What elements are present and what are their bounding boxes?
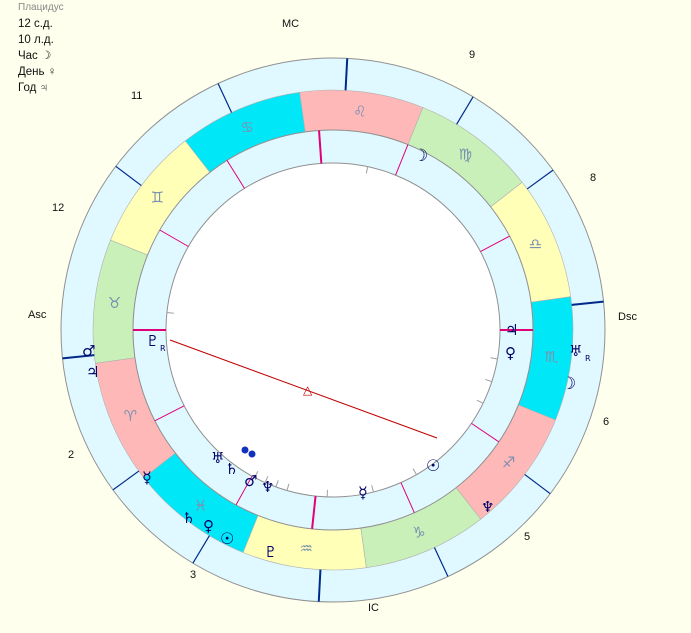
taurus-icon: ♉ — [108, 294, 121, 312]
info-line-2: 10 л.д. — [18, 34, 54, 46]
house-12-label: 12 — [52, 202, 64, 214]
planet-tick — [476, 399, 484, 404]
house-8-label: 8 — [590, 172, 596, 184]
asc-label: Asc — [28, 309, 47, 321]
info-line-3: Час ☽ — [18, 50, 52, 62]
house-cusp — [62, 354, 95, 360]
inner-cusp — [226, 160, 245, 189]
ic-label: IC — [368, 602, 379, 614]
inner-cusp — [318, 130, 323, 164]
planet-tick — [254, 471, 259, 478]
house-2-label: 2 — [68, 449, 74, 461]
planet-tick — [365, 166, 369, 174]
info-line-1: 12 с.д. — [18, 18, 53, 30]
chart-info: Плацидус 12 с.д. 10 л.д. Час ☽ День ♀ Го… — [18, 0, 64, 96]
uranus-icon: ♅ — [211, 449, 224, 467]
house-cusp — [524, 473, 551, 495]
venus-icon: ♀ — [203, 517, 214, 535]
libra-icon: ♎ — [529, 235, 542, 253]
dsc-label: Dsc — [618, 311, 637, 323]
house-cusp — [112, 470, 140, 491]
scorpio-icon: ♏ — [545, 348, 559, 366]
house-5-label: 5 — [524, 531, 530, 543]
planet-tick — [485, 378, 492, 383]
mc-label: MC — [282, 18, 299, 30]
conjunction-dot — [241, 446, 249, 454]
house-cusp — [192, 535, 210, 564]
house-cusp — [526, 169, 554, 190]
house-cusp — [217, 83, 233, 113]
inner-cusp — [154, 405, 185, 422]
inner-cusp — [395, 144, 409, 176]
house-cusps — [62, 58, 604, 602]
house-9-label: 9 — [469, 49, 475, 61]
house-cusp — [571, 300, 604, 306]
jupiter-icon: ♃ — [86, 363, 99, 381]
moon-icon: ☽ — [413, 146, 428, 166]
inner-cusp — [311, 495, 317, 530]
house-system: Плацидус — [18, 2, 64, 13]
pisces-icon: ♓ — [194, 497, 207, 515]
aquarius-icon: ♒ — [299, 539, 312, 557]
pluto-icon: ♇ — [264, 543, 277, 561]
house-cusp — [115, 165, 142, 187]
venus-icon: ♀ — [505, 344, 516, 362]
aries-icon: ♈ — [124, 407, 137, 425]
inner-cusp — [235, 475, 253, 506]
saturn-icon: ♄ — [182, 509, 195, 527]
planet-tick — [166, 312, 174, 314]
neptune-icon: ♆ — [481, 498, 494, 516]
info-line-5: Год ♃ — [18, 82, 49, 94]
sun-icon: ☉ — [220, 529, 234, 548]
planet-tick — [490, 357, 498, 360]
trine-icon: △ — [303, 383, 313, 397]
info-line-4: День ♀ — [18, 66, 57, 78]
chart-center — [165, 162, 501, 498]
mars-icon: ♂ — [82, 342, 95, 360]
inner-cusp — [471, 422, 500, 443]
inner-cusp — [159, 229, 189, 247]
leo-icon: ♌ — [353, 103, 366, 121]
moon-icon: ☽ — [561, 374, 576, 394]
retrograde-marker: R — [160, 344, 166, 353]
jupiter-icon: ♃ — [505, 321, 518, 339]
house-cusp — [433, 547, 449, 577]
inner-cusp — [400, 482, 415, 513]
house-3-label: 3 — [190, 569, 196, 581]
pluto-icon: ♇ — [146, 332, 159, 350]
saturn-icon: ♄ — [225, 460, 238, 478]
uranus-icon: ♅ — [569, 342, 582, 360]
house-cusp — [344, 58, 349, 91]
planet-tick — [264, 475, 269, 483]
neptune-icon: ♆ — [261, 478, 274, 496]
sun-icon: ☉ — [426, 456, 440, 475]
gemini-icon: ♊ — [151, 189, 164, 207]
planet-tick — [412, 468, 417, 475]
capricorn-icon: ♑ — [412, 524, 425, 542]
outer-planets: ♂ ♃ ☿ ♄ ♀ ☉ ♇ ♆ ☽ ♅ R — [82, 342, 591, 561]
house-6-label: 6 — [603, 416, 609, 428]
virgo-icon: ♍ — [459, 145, 472, 163]
conjunction-dot — [248, 450, 256, 458]
zodiac-ring: ♌ ♋ ♊ ♉ ♈ ♓ ♒ ♑ ♐ ♏ ♎ ♍ — [92, 89, 574, 571]
planet-tick — [286, 483, 290, 491]
cancer-icon: ♋ — [240, 118, 253, 136]
house-11-label: 11 — [131, 90, 142, 102]
inner-planets: ☽ ♃ ♀ ☉ ☿ ♆ ♂ ♄ ♅ ♇ R — [146, 146, 518, 502]
house-cusp — [317, 569, 322, 602]
house-cusp — [456, 96, 474, 125]
aspect-line — [169, 339, 438, 439]
mercury-icon: ☿ — [358, 483, 368, 502]
planet-tick — [275, 480, 279, 488]
planet-tick — [371, 485, 374, 493]
mercury-icon: ☿ — [142, 468, 152, 487]
mars-icon: ♂ — [244, 472, 257, 490]
retrograde-marker: R — [585, 354, 591, 363]
sagittarius-icon: ♐ — [502, 453, 515, 471]
inner-cusp — [480, 235, 510, 253]
